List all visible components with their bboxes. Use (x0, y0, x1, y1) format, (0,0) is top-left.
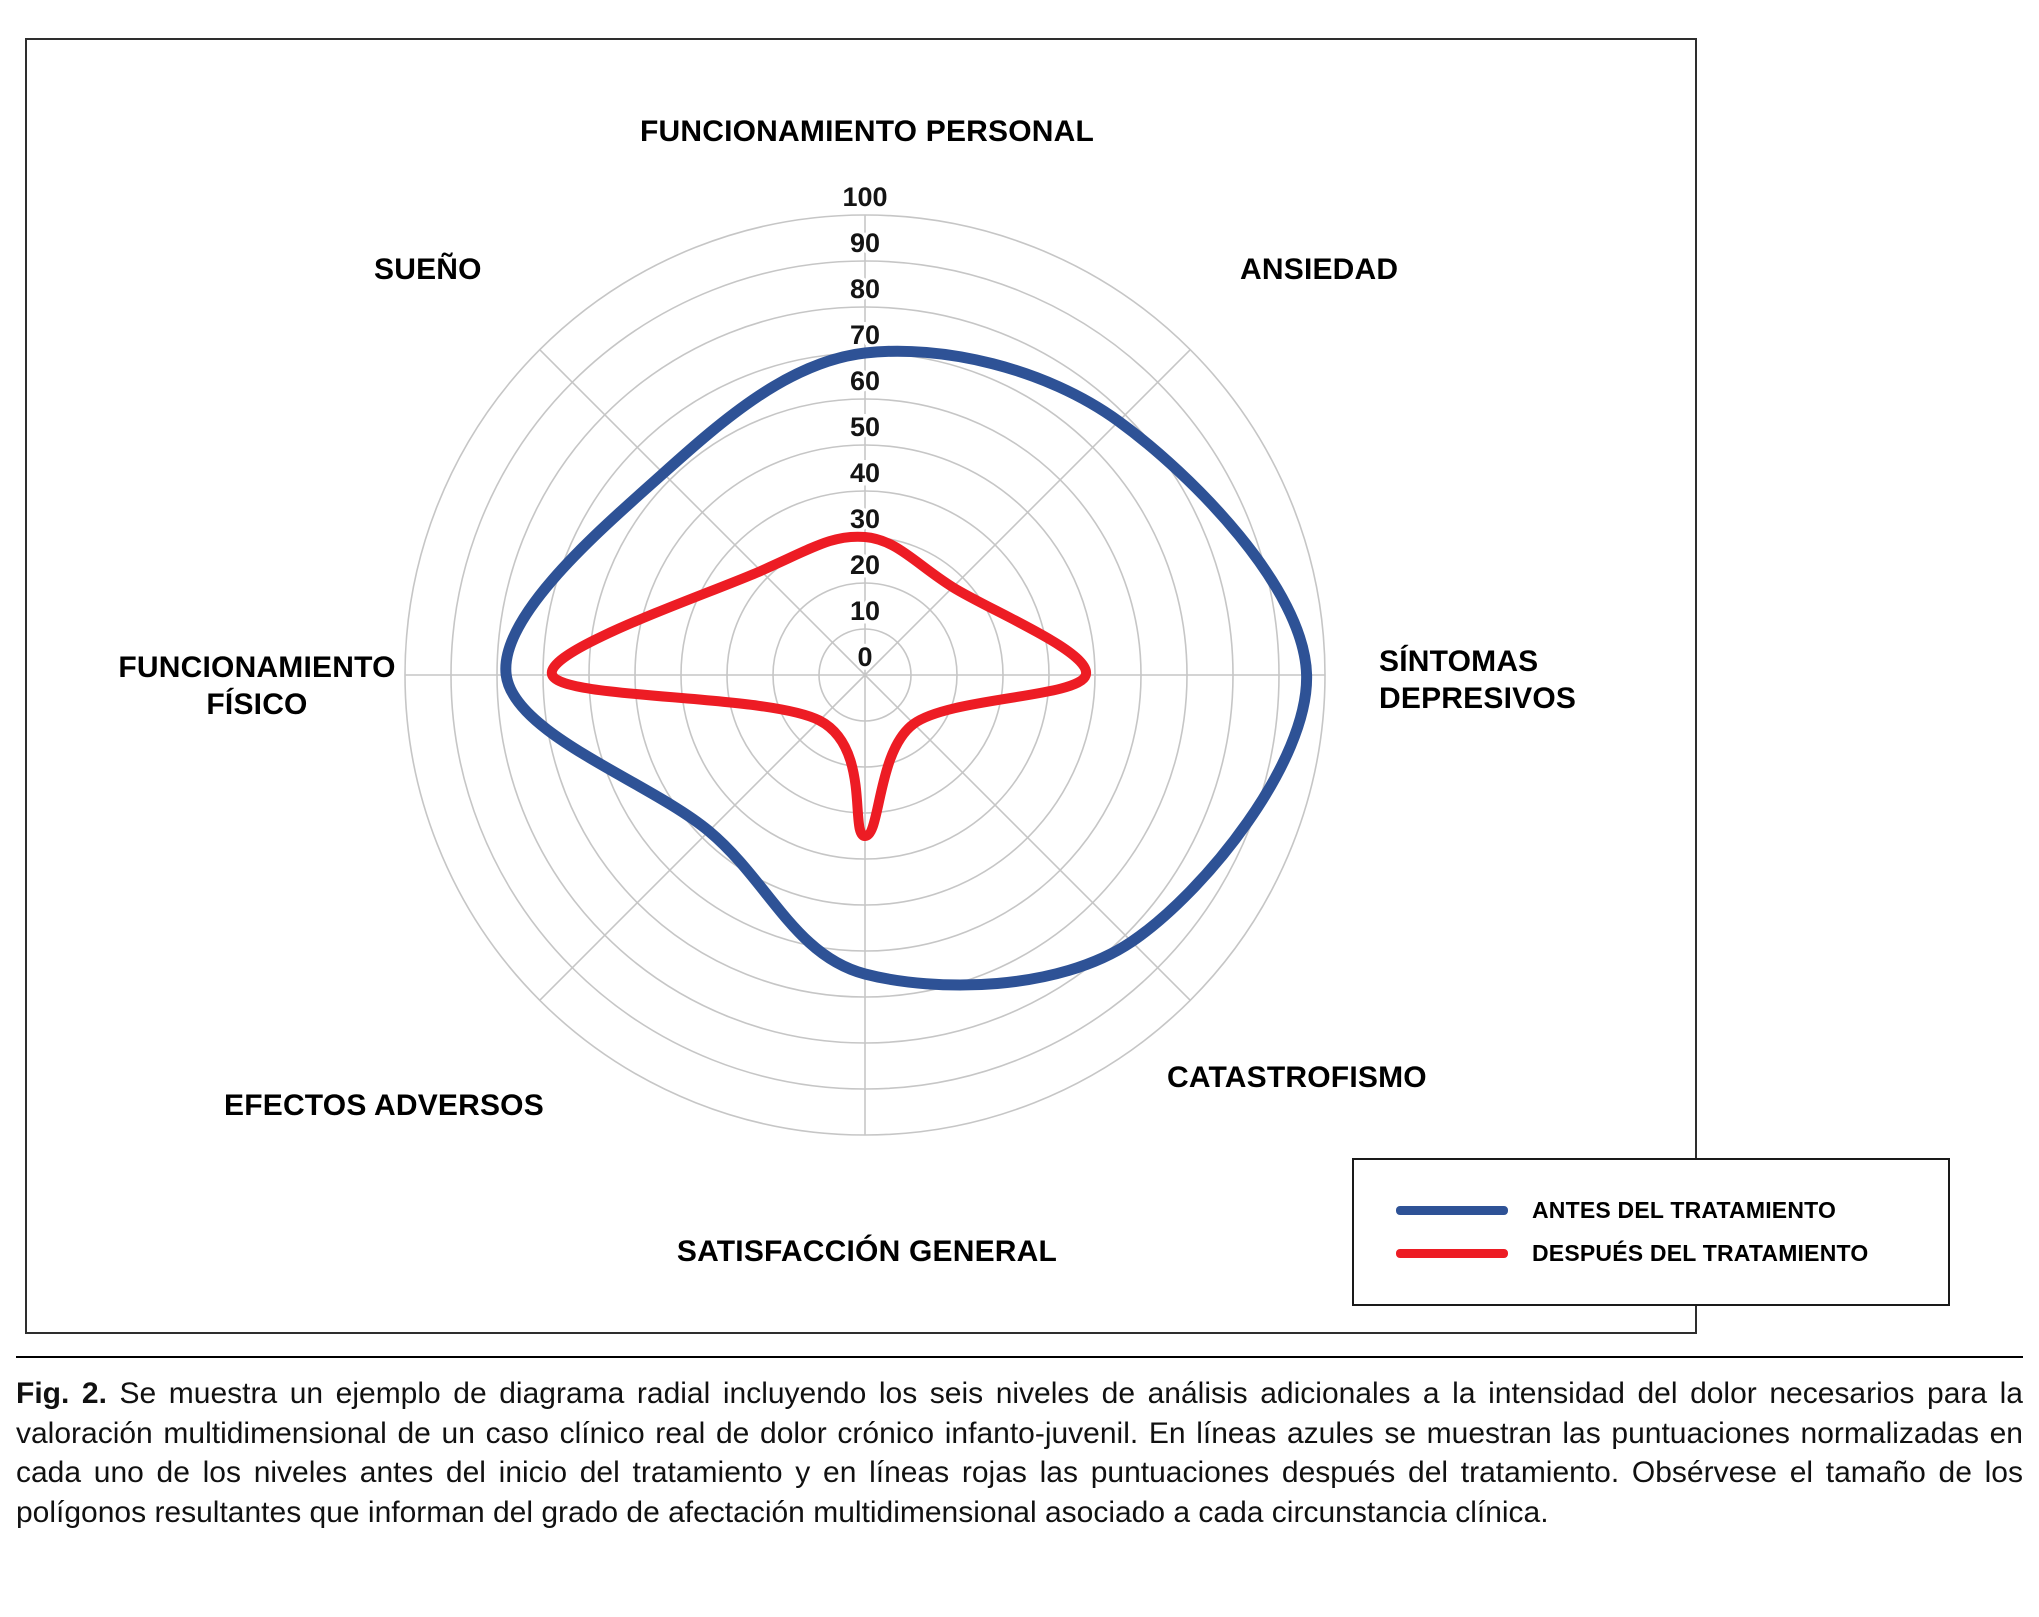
tick-label: 90 (850, 228, 880, 258)
grid-spoke (864, 674, 1191, 1001)
legend-box: ANTES DEL TRATAMIENTO DESPUÉS DEL TRATAM… (1352, 1158, 1950, 1306)
figure-frame: 0 10 20 30 40 50 60 70 80 90 100 FUNCIONAMIENTO PE… (25, 38, 1950, 1334)
tick-label: 30 (850, 504, 880, 534)
tick-label: 0 (857, 642, 872, 672)
tick-label: 50 (850, 412, 880, 442)
tick-label: 60 (850, 366, 880, 396)
caption-text: Se muestra un ejemplo de diagrama radial… (16, 1377, 2023, 1529)
caption-label: Fig. 2. (16, 1377, 107, 1410)
axis-label-catastrofismo: CATASTROFISMO (1167, 1061, 1427, 1094)
legend-label-despues: DESPUÉS DEL TRATAMIENTO (1532, 1240, 1869, 1266)
legend-label-antes: ANTES DEL TRATAMIENTO (1532, 1197, 1837, 1223)
axis-label-sueno: SUEÑO (374, 253, 482, 286)
axis-label-efectos-adversos: EFECTOS ADVERSOS (224, 1089, 544, 1122)
tick-label: 10 (850, 596, 880, 626)
grid-spoke (864, 349, 1191, 676)
grid-spoke (539, 674, 866, 1001)
axis-label-ansiedad: ANSIEDAD (1240, 253, 1399, 286)
grid-spoke (539, 349, 866, 676)
legend-item-despues: DESPUÉS DEL TRATAMIENTO (1396, 1240, 1948, 1267)
tick-label: 20 (850, 550, 880, 580)
series-line-despues (547, 531, 1091, 841)
radar-chart: 0 10 20 30 40 50 60 70 80 90 100 (404, 179, 1326, 1136)
figure-caption: Fig. 2. Se muestra un ejemplo de diagram… (16, 1356, 2023, 1532)
legend-line-despues-icon (1396, 1249, 1508, 1258)
axis-label-sintomas-depresivos: SÍNTOMAS DEPRESIVOS (1379, 645, 1577, 715)
legend-item-antes: ANTES DEL TRATAMIENTO (1396, 1197, 1948, 1224)
series-line-antes (500, 345, 1313, 991)
legend-line-antes-icon (1396, 1206, 1508, 1215)
tick-label: 40 (850, 458, 880, 488)
tick-label: 80 (850, 274, 880, 304)
tick-label: 100 (842, 182, 887, 212)
axis-label-funcionamiento-personal: FUNCIONAMIENTO PERSONAL (639, 115, 1095, 148)
tick-label: 70 (850, 320, 880, 350)
axis-label-funcionamiento-fisico: FUNCIONAMIENTO FÍSICO (118, 651, 396, 721)
axis-label-satisfaccion-general: SATISFACCIÓN GENERAL (676, 1235, 1058, 1268)
